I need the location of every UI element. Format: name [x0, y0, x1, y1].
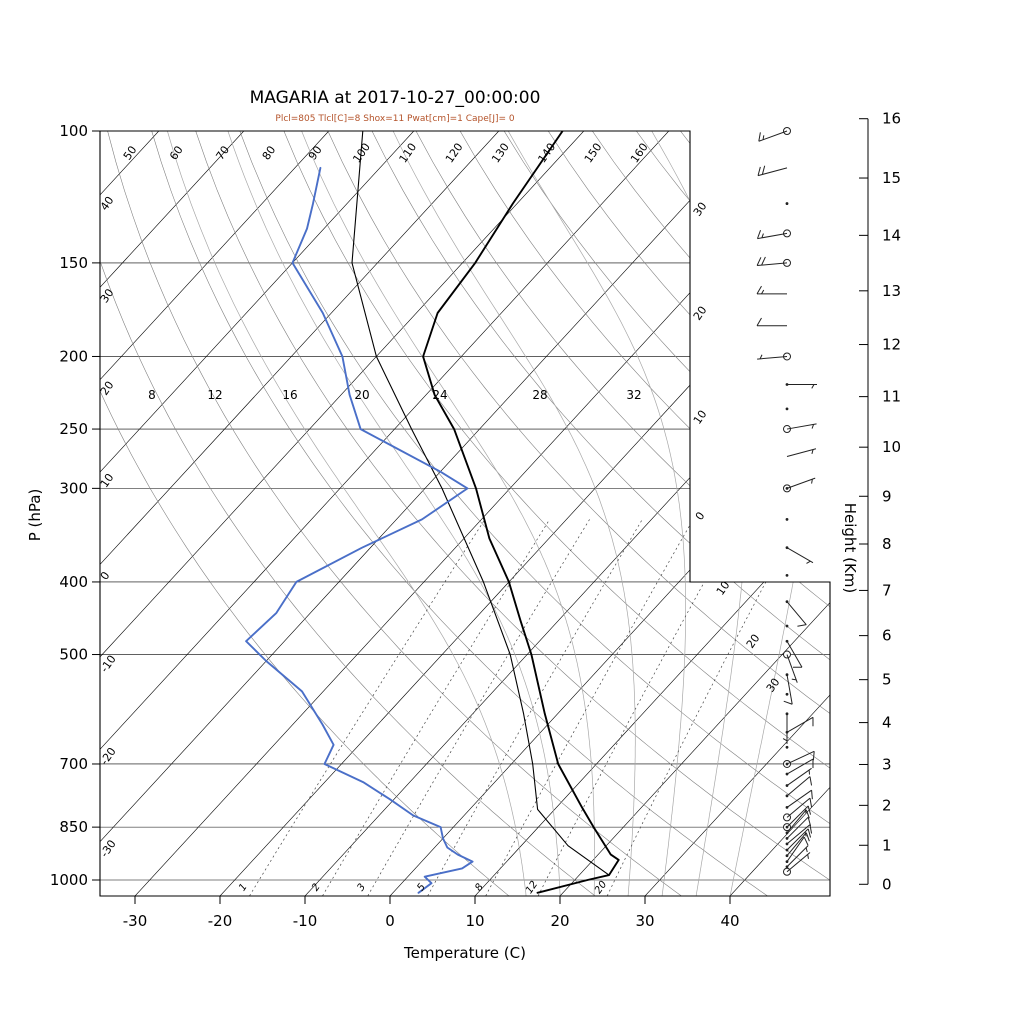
plot-frame — [99, 130, 831, 897]
page-title: MAGARIA at 2017-10-27_00:00:00 — [249, 88, 541, 108]
svg-text:1: 1 — [882, 836, 892, 854]
svg-text:11: 11 — [882, 388, 901, 406]
temperature-axis: -30 -20 -10 0 10 20 30 40 Temperature (C) — [123, 896, 740, 962]
svg-text:700: 700 — [59, 755, 88, 773]
svg-text:1000: 1000 — [50, 871, 88, 889]
parcel-trace — [351, 131, 610, 876]
svg-text:300: 300 — [59, 479, 88, 497]
svg-text:200: 200 — [59, 347, 88, 365]
svg-text:-30: -30 — [123, 912, 148, 930]
svg-text:500: 500 — [59, 646, 88, 664]
svg-text:8: 8 — [473, 882, 486, 894]
moist-adiabat-lines — [167, 131, 828, 896]
page-subtitle: Plcl=805 Tlcl[C]=8 Shox=11 Pwat[cm]=1 Ca… — [275, 114, 515, 124]
svg-text:10: 10 — [465, 912, 484, 930]
svg-text:100: 100 — [59, 122, 88, 140]
svg-text:P (hPa): P (hPa) — [26, 489, 44, 542]
svg-text:60: 60 — [167, 144, 186, 163]
svg-text:250: 250 — [59, 420, 88, 438]
svg-text:12: 12 — [207, 388, 222, 402]
svg-text:14: 14 — [882, 226, 901, 244]
svg-text:50: 50 — [121, 144, 140, 163]
dewpoint-trace — [245, 166, 474, 894]
svg-text:12: 12 — [882, 336, 901, 354]
svg-text:80: 80 — [260, 144, 279, 163]
svg-text:Temperature (C): Temperature (C) — [403, 944, 526, 962]
svg-text:140: 140 — [535, 141, 558, 166]
svg-text:24: 24 — [432, 388, 447, 402]
svg-text:-10: -10 — [293, 912, 318, 930]
svg-text:32: 32 — [626, 388, 641, 402]
svg-text:8: 8 — [882, 535, 892, 553]
svg-text:0: 0 — [693, 510, 708, 523]
svg-text:130: 130 — [489, 141, 512, 166]
svg-text:Height (Km): Height (Km) — [841, 503, 859, 594]
svg-text:90: 90 — [306, 144, 325, 163]
dry-adiabat-lines — [100, 131, 830, 896]
svg-text:400: 400 — [59, 573, 88, 591]
svg-text:3: 3 — [882, 755, 892, 773]
svg-text:4: 4 — [882, 714, 892, 732]
svg-text:10: 10 — [882, 438, 901, 456]
pressure-axis: 100 150 200 250 300 400 500 700 850 1000 P (hPa) — [26, 122, 100, 889]
svg-text:30: 30 — [691, 200, 710, 219]
svg-text:40: 40 — [98, 194, 117, 213]
svg-text:7: 7 — [882, 581, 892, 599]
svg-text:16: 16 — [882, 110, 901, 128]
svg-text:10: 10 — [98, 471, 117, 490]
svg-text:150: 150 — [59, 254, 88, 272]
svg-text:850: 850 — [59, 818, 88, 836]
isobar-lines — [100, 131, 830, 881]
svg-text:15: 15 — [882, 169, 901, 187]
svg-text:20: 20 — [593, 879, 609, 896]
plot-area — [100, 131, 830, 896]
svg-text:8: 8 — [148, 388, 156, 402]
temperature-trace — [422, 131, 620, 894]
svg-text:0: 0 — [882, 875, 892, 893]
svg-text:3: 3 — [355, 882, 368, 894]
isotherm-lines — [100, 131, 830, 896]
svg-text:20: 20 — [691, 304, 710, 323]
svg-text:9: 9 — [882, 487, 892, 505]
svg-text:2: 2 — [310, 882, 323, 894]
svg-text:120: 120 — [443, 141, 466, 166]
svg-text:20: 20 — [98, 379, 117, 398]
svg-text:6: 6 — [882, 627, 892, 645]
svg-text:5: 5 — [415, 882, 428, 894]
mixing-ratio-lines — [249, 519, 800, 896]
svg-text:40: 40 — [720, 912, 739, 930]
svg-text:160: 160 — [628, 141, 651, 166]
svg-text:10: 10 — [691, 408, 710, 427]
svg-text:20: 20 — [354, 388, 369, 402]
svg-text:110: 110 — [397, 141, 420, 166]
svg-text:13: 13 — [882, 282, 901, 300]
wind-barb-column — [756, 127, 817, 876]
svg-text:30: 30 — [635, 912, 654, 930]
svg-text:150: 150 — [582, 141, 605, 166]
svg-text:20: 20 — [744, 632, 763, 651]
svg-text:16: 16 — [282, 388, 297, 402]
svg-text:30: 30 — [764, 676, 783, 695]
svg-text:-20: -20 — [208, 912, 233, 930]
svg-text:5: 5 — [882, 671, 892, 689]
svg-text:0: 0 — [385, 912, 395, 930]
svg-text:2: 2 — [882, 796, 892, 814]
svg-text:30: 30 — [98, 286, 117, 305]
svg-text:100: 100 — [350, 141, 373, 166]
svg-text:1: 1 — [237, 882, 250, 894]
svg-text:28: 28 — [532, 388, 547, 402]
svg-text:20: 20 — [550, 912, 569, 930]
